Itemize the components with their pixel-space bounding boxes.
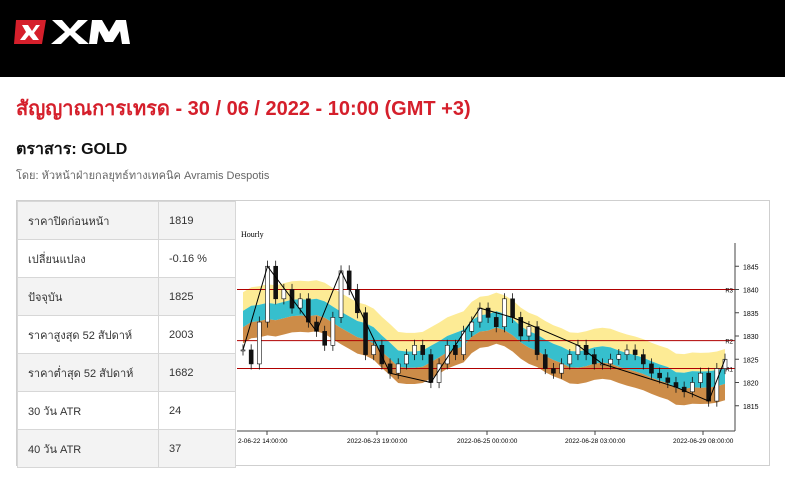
stat-label: 30 วัน ATR: [17, 391, 159, 430]
x-axis-ticks: 2-06-22 14:00:00 2022-06-23 19:00:00 2022-…: [238, 431, 734, 445]
chart-title: Hourly: [241, 230, 264, 239]
candle-body: [526, 326, 532, 337]
level-label-r1: R1: [725, 368, 733, 374]
candle-body: [649, 363, 654, 374]
y-tick-label: 1825: [743, 357, 759, 364]
page-title: สัญญาณการเทรด - 30 / 06 / 2022 - 10:00 (…: [16, 98, 471, 120]
candle-body: [436, 363, 442, 383]
stats-table: ราคาปิดก่อนหน้า 1819 เปลี่ยนแปลง -0.16 %…: [17, 201, 236, 468]
candle-body: [404, 354, 409, 365]
candle-body: [420, 345, 426, 355]
x-tick-label: 2022-06-29 08:00:00: [673, 438, 734, 445]
y-tick-label: 1840: [743, 288, 759, 295]
zigzag-path: [242, 265, 726, 402]
level-label-r2: R2: [725, 340, 733, 346]
candle-body: [322, 331, 327, 346]
candle-body: [379, 345, 385, 365]
candle-body: [412, 345, 417, 355]
y-tick-label: 1820: [743, 381, 759, 388]
stat-value: 2003: [158, 315, 236, 354]
x-tick-label: 2022-06-28 03:00:00: [565, 438, 626, 445]
candle-body: [265, 265, 270, 323]
y-tick-label: 1845: [743, 264, 759, 271]
level-label-r3: R3: [725, 289, 733, 295]
candle-body: [502, 298, 507, 328]
stat-label: ปัจจุบัน: [17, 277, 159, 316]
candle-body: [395, 363, 401, 374]
table-row: ราคาสูงสุด 52 สัปดาห์ 2003: [17, 315, 236, 354]
candle-body: [297, 298, 303, 309]
candle-body: [461, 331, 466, 355]
candle-body: [330, 317, 336, 346]
candle-body: [387, 363, 393, 374]
stat-value: 1825: [158, 277, 236, 316]
stat-value: -0.16 %: [158, 239, 236, 278]
candle-body: [338, 270, 344, 318]
zigzag-line: [242, 265, 726, 402]
candle-body: [493, 317, 499, 328]
candle-body: [469, 321, 475, 332]
candle-body: [608, 358, 613, 365]
table-row: ปัจจุบัน 1825: [17, 277, 236, 316]
candle-body: [273, 265, 278, 300]
table-row: ราคาต่ำสุด 52 สัปดาห์ 1682: [17, 353, 236, 392]
candle-body: [567, 354, 573, 365]
xm-logo[interactable]: [14, 14, 134, 50]
stat-label: ราคาสูงสุด 52 สัปดาห์: [17, 315, 159, 354]
candle-body: [641, 354, 646, 365]
candle-body: [371, 345, 377, 355]
y-tick-label: 1815: [743, 404, 759, 411]
y-tick-label: 1835: [743, 311, 759, 318]
candle-body: [428, 354, 434, 383]
candle-body: [534, 326, 540, 355]
candle-body: [551, 368, 556, 374]
table-row: 30 วัน ATR 24: [17, 391, 236, 430]
table-row: 40 วัน ATR 37: [17, 429, 236, 468]
candle-body: [616, 354, 622, 360]
candle-body: [624, 349, 630, 355]
band-lower: [243, 315, 725, 406]
signal-panel: ราคาปิดก่อนหน้า 1819 เปลี่ยนแปลง -0.16 %…: [16, 200, 770, 468]
candle-body: [698, 372, 703, 383]
stat-label: ราคาต่ำสุด 52 สัปดาห์: [17, 353, 159, 392]
x-tick-label: 2022-06-23 19:00:00: [347, 438, 408, 445]
instrument-title: ตราสาร: GOLD: [16, 141, 128, 158]
table-row: เปลี่ยนแปลง -0.16 %: [17, 239, 236, 278]
candle-body: [657, 372, 662, 379]
candle-body: [485, 307, 491, 318]
stat-value: 1682: [158, 353, 236, 392]
candle-body: [510, 298, 515, 318]
stat-value: 24: [158, 391, 236, 430]
top-bar: [0, 0, 785, 77]
x-tick-label: 2-06-22 14:00:00: [238, 438, 288, 445]
candle-body: [240, 349, 246, 352]
candle-body: [248, 349, 254, 365]
table-row: ราคาปิดก่อนหน้า 1819: [17, 201, 236, 240]
candle-body: [306, 298, 311, 323]
candle-body: [665, 377, 671, 383]
stat-label: 40 วัน ATR: [17, 429, 159, 468]
candle-body: [542, 354, 548, 369]
x-tick-label: 2022-06-25 00:00:00: [457, 438, 518, 445]
stat-value: 1819: [158, 201, 236, 240]
candle-body: [257, 321, 262, 365]
candle-body: [559, 363, 564, 374]
stat-value: 37: [158, 429, 236, 468]
y-axis-ticks: 1815 1820 1825 1830 1835 1840 1845: [735, 264, 759, 411]
candle-body: [690, 382, 695, 393]
candle-body: [444, 345, 450, 365]
candle-body: [346, 270, 352, 290]
candle-body: [281, 289, 287, 300]
candles: [240, 260, 728, 407]
candle-body: [363, 312, 368, 355]
stat-label: ราคาปิดก่อนหน้า: [17, 201, 159, 240]
author-byline: โดย: หัวหน้าฝ่ายกลยุทธ์ทางเทคนิค Avramis…: [16, 170, 270, 182]
y-tick-label: 1830: [743, 334, 759, 341]
stat-label: เปลี่ยนแปลง: [17, 239, 159, 278]
candle-body: [518, 317, 524, 337]
candle-body: [632, 349, 638, 355]
